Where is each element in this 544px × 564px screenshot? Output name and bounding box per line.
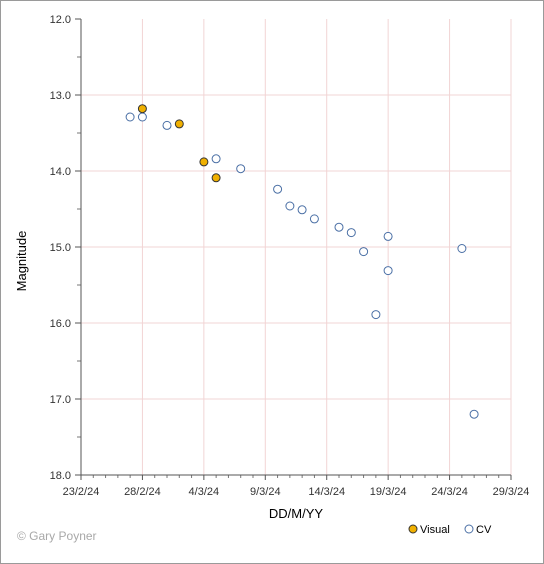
cv-point — [457, 244, 467, 253]
y-tick-label: 16.0 — [50, 318, 71, 330]
y-tick-label: 13.0 — [50, 90, 71, 102]
data-points — [125, 104, 479, 419]
legend-label-cv: CV — [476, 524, 492, 536]
y-tick-label: 15.0 — [50, 242, 71, 254]
visual-point — [174, 119, 184, 129]
legend-label-visual: Visual — [420, 524, 450, 536]
cv-point — [309, 214, 319, 224]
y-axis-title: Magnitude — [14, 231, 29, 292]
legend-marker-visual — [408, 524, 418, 534]
cv-point — [359, 247, 369, 257]
cv-point — [285, 201, 295, 211]
y-tick-labels: 12.0 13.0 14.0 15.0 16.0 17.0 18.0 — [50, 14, 71, 482]
cv-point — [334, 222, 344, 232]
x-tick-label: 24/3/24 — [431, 486, 468, 498]
cv-point — [236, 164, 246, 174]
axes — [75, 18, 512, 480]
cv-point — [297, 205, 307, 215]
visual-point — [211, 173, 221, 183]
copyright-credit: © Gary Poyner — [17, 529, 97, 543]
x-tick-label: 19/3/24 — [370, 486, 407, 498]
cv-point — [469, 409, 479, 419]
legend-marker-cv — [464, 524, 474, 534]
cv-point — [273, 184, 283, 194]
y-tick-label: 18.0 — [50, 470, 71, 482]
cv-point — [125, 112, 135, 122]
x-tick-label: 29/3/24 — [493, 486, 530, 498]
x-tick-label: 9/3/24 — [250, 486, 281, 498]
x-tick-label: 14/3/24 — [308, 486, 345, 498]
x-tick-label: 4/3/24 — [189, 486, 220, 498]
cv-point — [371, 310, 381, 320]
visual-point — [199, 157, 209, 167]
grid-lines — [81, 19, 512, 475]
cv-point — [383, 231, 393, 241]
visual-point — [137, 104, 147, 114]
x-tick-label: 23/2/24 — [63, 486, 100, 498]
y-tick-label: 12.0 — [50, 14, 71, 26]
x-tick-label: 28/2/24 — [124, 486, 161, 498]
cv-point — [211, 154, 221, 164]
cv-point — [346, 228, 356, 238]
cv-point — [383, 266, 393, 276]
x-axis-title: DD/M/YY — [269, 506, 324, 521]
y-tick-label: 14.0 — [50, 166, 71, 178]
legend: Visual CV — [408, 524, 492, 536]
cv-point — [162, 120, 172, 130]
cv-point — [137, 112, 147, 122]
x-tick-labels: 23/2/24 28/2/24 4/3/24 9/3/24 14/3/24 19/3/24… — [63, 486, 530, 498]
y-tick-label: 17.0 — [50, 394, 71, 406]
